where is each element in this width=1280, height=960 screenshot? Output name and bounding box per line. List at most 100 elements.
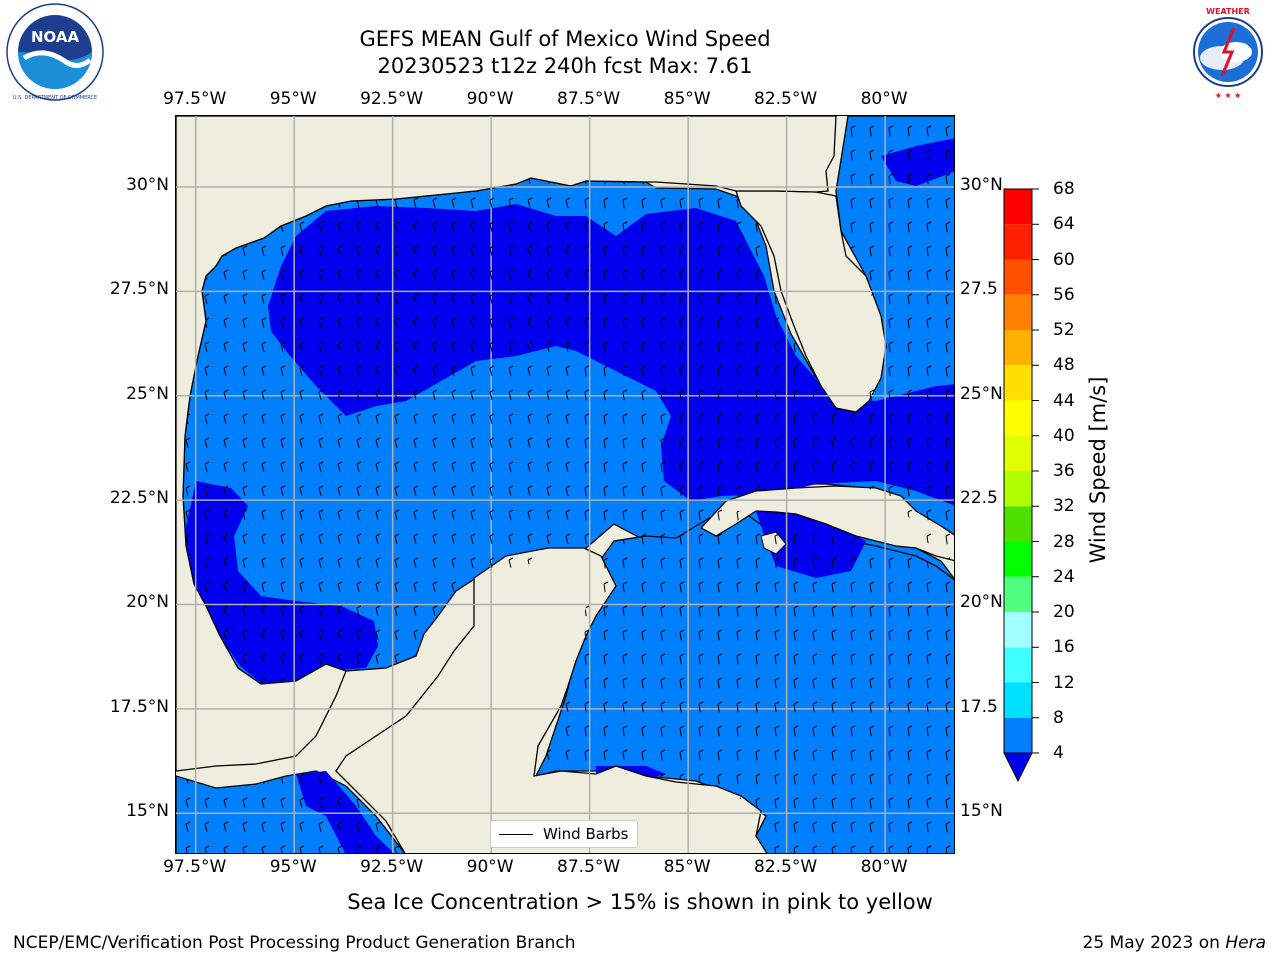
wind-barb (299, 485, 305, 496)
wind-barb (850, 581, 856, 593)
wind-barb (755, 677, 761, 689)
wind-barb (318, 557, 324, 568)
wind-barb (413, 557, 419, 568)
wind-barb (736, 725, 742, 737)
lon-tick-label: 85°W (663, 89, 711, 109)
wind-barb (755, 773, 761, 785)
wind-barb (945, 653, 951, 665)
lat-tick-label: 22.5 (960, 488, 998, 509)
wind-barb (850, 221, 856, 233)
wind-barb (831, 557, 837, 569)
wind-barb (489, 389, 495, 400)
wind-barb (888, 269, 894, 281)
wind-barb (432, 461, 438, 472)
wind-barb (242, 317, 248, 328)
wind-barb (717, 317, 723, 329)
svg-text:WEATHER: WEATHER (1206, 7, 1250, 16)
wind-barb (603, 269, 609, 281)
wind-barb (641, 341, 647, 353)
wind-barb (622, 557, 628, 569)
wind-barb (204, 365, 210, 376)
wind-barb (907, 653, 913, 665)
wind-barb (204, 533, 210, 544)
wind-barb (299, 581, 305, 592)
wind-barb (394, 317, 400, 328)
wind-barb (660, 437, 666, 449)
wind-barb (432, 413, 438, 424)
lat-tick-label: 15°N (126, 801, 169, 822)
wind-barb (926, 653, 932, 665)
wind-barb (603, 221, 609, 233)
wind-barb (451, 341, 457, 352)
wind-barb (432, 629, 438, 640)
wind-barb (869, 245, 875, 257)
wind-barb (451, 509, 457, 520)
wind-barb (831, 437, 837, 449)
wind-barb (375, 293, 381, 304)
wind-barb (907, 293, 913, 305)
wind-barb (546, 341, 552, 352)
wind-barb (774, 797, 780, 809)
lon-tick-label: 97.5°W (163, 89, 227, 109)
wind-barb (926, 485, 932, 497)
wind-barb (413, 677, 419, 688)
wind-barb (926, 773, 932, 785)
wind-barb (850, 629, 856, 641)
wind-barb (337, 581, 343, 592)
wind-barb (907, 389, 913, 401)
wind-barb (356, 653, 362, 664)
wind-barb (945, 365, 951, 377)
wind-barb (755, 437, 761, 449)
wind-barb (299, 557, 305, 568)
wind-barb (603, 245, 609, 257)
colorbar-tick-label: 32 (1053, 496, 1075, 517)
wind-barb (489, 533, 495, 544)
wind-barb (337, 797, 343, 808)
wind-barb (603, 413, 609, 425)
wind-barb (413, 437, 419, 448)
wind-barb (318, 509, 324, 520)
wind-barb (280, 437, 286, 448)
wind-barb (242, 821, 248, 832)
wind-barb (299, 317, 305, 328)
wind-barb (717, 485, 723, 497)
wind-barb (318, 773, 324, 784)
wind-barb (508, 461, 514, 472)
wind-barb (945, 533, 951, 545)
wind-barb (869, 269, 875, 281)
wind-barb (679, 317, 685, 329)
wind-barb (888, 821, 894, 833)
wind-barb (413, 317, 419, 328)
wind-barb (204, 437, 210, 448)
wind-barb (793, 581, 799, 593)
colorbar-segment (1004, 435, 1032, 471)
wind-barb (641, 605, 647, 617)
wind-barb (679, 533, 685, 545)
wind-barb (888, 797, 894, 809)
wind-barb (622, 701, 628, 713)
colorbar-tick-label: 24 (1053, 566, 1075, 587)
wind-barb (679, 485, 685, 497)
wind-barb (641, 413, 647, 425)
wind-barb (413, 221, 419, 232)
wind-barb (489, 197, 495, 208)
wind-barb (584, 413, 590, 425)
wind-barb (736, 365, 742, 377)
wind-barb (261, 341, 267, 352)
wind-barb (565, 245, 571, 256)
wind-barb (774, 701, 780, 713)
wind-barb (660, 629, 666, 641)
wind-barb (774, 581, 780, 593)
wind-barb (812, 437, 818, 449)
wind-barb (698, 269, 704, 281)
wind-barb (261, 653, 267, 664)
wind-barb (280, 797, 286, 808)
nws-logo: WEATHER ★ ★ ★ (1178, 2, 1278, 106)
wind-barb (508, 245, 514, 256)
wind-barb (736, 389, 742, 401)
wind-barb (375, 821, 381, 832)
wind-barb (793, 845, 799, 853)
wind-barb (679, 629, 685, 641)
wind-barb (413, 605, 419, 616)
wind-barb (812, 557, 818, 569)
